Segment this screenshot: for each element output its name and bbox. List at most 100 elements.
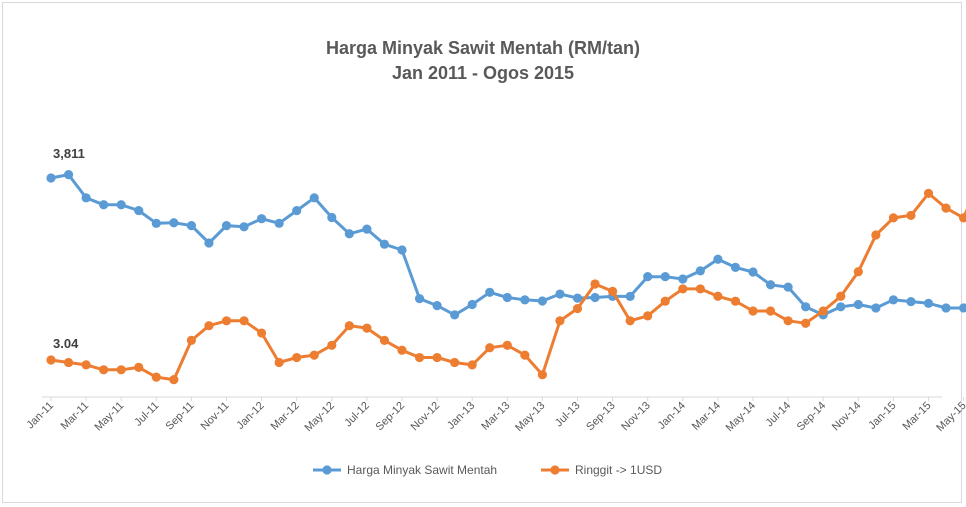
- data-point: [485, 343, 495, 353]
- x-tick-label: Jan-14: [656, 400, 688, 432]
- x-tick-label: Jan-12: [234, 400, 266, 432]
- data-point: [186, 221, 196, 231]
- data-point: [748, 267, 758, 277]
- chart-title: Harga Minyak Sawit Mentah (RM/tan): [325, 38, 641, 58]
- x-tick-label: May-11: [92, 400, 126, 434]
- data-point: [660, 296, 670, 306]
- data-point: [502, 340, 512, 350]
- data-point: [397, 345, 407, 355]
- data-point: [46, 355, 56, 365]
- x-tick-label: May-12: [302, 400, 336, 434]
- data-point: [450, 310, 460, 320]
- data-point: [186, 335, 196, 345]
- data-point: [625, 291, 635, 301]
- data-point: [344, 321, 354, 331]
- data-point: [169, 375, 179, 385]
- data-point: [274, 357, 284, 368]
- data-point: [959, 303, 966, 313]
- data-point: [134, 362, 144, 372]
- data-point: [204, 321, 214, 331]
- data-point: [871, 303, 881, 313]
- data-point: [450, 357, 460, 368]
- data-point: [81, 193, 91, 203]
- data-label: 3.04: [53, 336, 79, 351]
- x-tick-label: May-13: [513, 400, 547, 434]
- x-tick-label: Sep-12: [374, 400, 408, 434]
- data-point: [432, 352, 442, 363]
- data-point: [713, 291, 723, 301]
- legend-label: Ringgit -> 1USD: [575, 463, 662, 477]
- data-point: [134, 205, 144, 216]
- data-point: [99, 365, 109, 375]
- data-point: [63, 170, 74, 180]
- data-point: [520, 295, 530, 305]
- data-point: [116, 200, 126, 210]
- x-tick-label: Nov-13: [619, 400, 653, 434]
- data-point: [292, 205, 302, 216]
- data-point: [818, 306, 828, 316]
- data-point: [46, 173, 56, 183]
- data-point: [590, 279, 600, 289]
- chart-subtitle: Jan 2011 - Ogos 2015: [391, 63, 575, 83]
- series-line: [49, 173, 966, 317]
- x-tick-label: Sep-14: [795, 400, 829, 434]
- data-point: [643, 311, 653, 321]
- data-point: [221, 316, 232, 326]
- data-point: [379, 335, 390, 345]
- data-point: [432, 301, 442, 311]
- x-tick-label: Sep-11: [164, 400, 197, 433]
- data-point: [327, 340, 337, 350]
- x-tick-label: Jul-11: [132, 400, 161, 429]
- data-point: [485, 287, 495, 297]
- data-point: [362, 323, 372, 333]
- x-tick-label: Jan-13: [445, 400, 477, 432]
- data-point: [783, 316, 793, 326]
- data-point: [555, 289, 565, 299]
- data-point: [116, 365, 126, 375]
- data-point: [520, 350, 530, 360]
- data-point: [923, 298, 934, 308]
- data-point: [836, 291, 846, 301]
- data-point: [888, 213, 899, 223]
- data-point: [853, 267, 863, 277]
- data-point: [888, 295, 899, 305]
- data-label: 3,811: [53, 146, 85, 161]
- x-tick-label: Jul-12: [342, 400, 372, 430]
- data-point: [327, 212, 337, 223]
- data-point: [906, 296, 916, 307]
- data-point: [362, 224, 372, 234]
- x-tick-label: Nov-11: [199, 400, 232, 433]
- data-point: [695, 266, 705, 276]
- x-tick-label: Sep-13: [584, 400, 618, 434]
- data-point: [414, 294, 425, 304]
- data-point: [801, 302, 811, 312]
- data-point: [555, 316, 565, 326]
- data-point: [151, 372, 161, 382]
- data-point: [257, 328, 267, 338]
- x-tick-label: Nov-14: [830, 400, 864, 434]
- data-point: [941, 203, 951, 213]
- x-tick-label: May-14: [724, 400, 758, 434]
- x-tick-label: Jan-11: [24, 400, 56, 432]
- legend-marker: [550, 465, 560, 475]
- data-point: [660, 272, 670, 282]
- data-point: [871, 230, 881, 240]
- data-point: [572, 293, 583, 303]
- data-point: [414, 352, 425, 363]
- x-tick-label: Mar-14: [690, 400, 723, 433]
- data-point: [502, 292, 512, 303]
- data-point: [608, 286, 618, 296]
- x-tick-label: Nov-12: [409, 400, 443, 434]
- data-point: [730, 296, 741, 306]
- data-point: [221, 221, 232, 231]
- data-point: [590, 292, 600, 303]
- x-tick-label: Mar-12: [269, 400, 302, 433]
- data-point: [397, 245, 407, 255]
- data-point: [713, 254, 723, 264]
- data-point: [625, 316, 635, 326]
- legend-label: Harga Minyak Sawit Mentah: [347, 463, 497, 477]
- data-point: [695, 284, 705, 294]
- x-tick-label: Jul-14: [764, 400, 794, 430]
